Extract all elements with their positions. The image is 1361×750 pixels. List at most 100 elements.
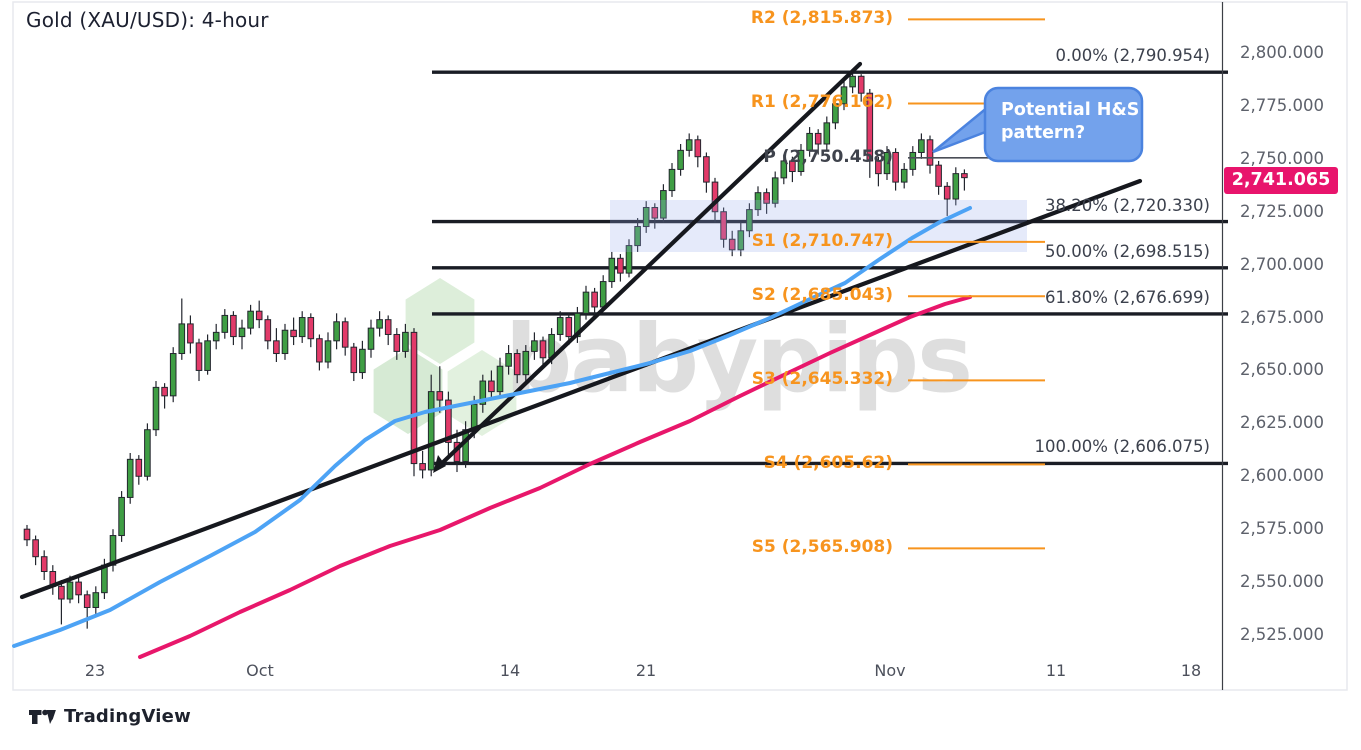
candle-down	[23, 528, 31, 541]
candle-down	[410, 331, 418, 465]
pivot-label: P (2,750.458)	[763, 146, 893, 167]
y-axis-label: 2,675.000	[1240, 307, 1324, 327]
candle-up	[737, 230, 745, 251]
candle-up	[918, 139, 925, 153]
candle-up	[298, 317, 306, 338]
candle-down	[75, 581, 82, 596]
candle-up	[677, 149, 684, 170]
candle-down	[703, 156, 710, 183]
x-axis-label: 18	[1180, 661, 1202, 680]
candle-up	[900, 168, 908, 183]
pivot-label: R2 (2,815.873)	[750, 8, 893, 29]
candle-up	[152, 386, 160, 431]
trendline-long	[19, 178, 1143, 600]
candle-up	[376, 319, 383, 329]
tradingview-brand-name: TradingView	[64, 706, 191, 727]
candle-down	[384, 319, 392, 335]
candle-up	[754, 192, 762, 211]
candle-down	[393, 333, 401, 352]
candle-down	[694, 139, 702, 158]
candle-down	[135, 458, 143, 477]
trendline-arrowhead	[433, 455, 446, 473]
candle-up	[780, 160, 788, 179]
candle-up	[608, 257, 616, 283]
candle-down	[565, 317, 573, 338]
candle-up	[625, 245, 633, 274]
candle-up	[324, 340, 332, 363]
callout-line2: pattern?	[1001, 123, 1086, 143]
fib-label: 100.00% (2,606.075)	[1034, 437, 1210, 457]
candle-up	[169, 353, 177, 397]
candle-up	[840, 86, 848, 105]
candle-down	[195, 342, 203, 371]
candle-up	[849, 75, 856, 88]
y-axis-label: 2,650.000	[1240, 360, 1324, 380]
candle-up	[281, 329, 289, 355]
candle-down	[83, 594, 91, 608]
candle-up	[771, 177, 779, 204]
candle-down	[617, 257, 624, 274]
candle-up	[531, 340, 538, 352]
candle-up	[66, 581, 74, 600]
candle-down	[857, 75, 865, 94]
candle-down	[651, 206, 659, 219]
candle-up	[668, 168, 676, 192]
candle-up	[797, 149, 805, 173]
candle-down	[264, 319, 272, 342]
candle-up	[823, 122, 831, 145]
candle-down	[290, 329, 297, 338]
candle-up	[126, 458, 134, 498]
candle-down	[935, 164, 942, 187]
candle-up	[359, 348, 366, 374]
candle-down	[961, 173, 968, 179]
y-axis-label: 2,800.000	[1240, 43, 1324, 62]
candle-up	[178, 323, 186, 355]
candle-up	[144, 429, 151, 477]
candle-down	[591, 291, 598, 308]
trendline-steep	[434, 61, 863, 471]
candle-up	[883, 151, 891, 175]
candle-up	[402, 331, 409, 352]
candle-up	[505, 353, 512, 367]
candle-up	[522, 350, 530, 376]
candle-up	[204, 340, 211, 371]
candle-up	[221, 314, 229, 333]
candle-up	[806, 132, 813, 151]
y-axis-label: 2,525.000	[1240, 625, 1324, 644]
fib-label: 38.20% (2,720.330)	[1044, 195, 1210, 215]
candle-down	[161, 386, 168, 397]
candle-up	[247, 310, 254, 329]
candle-up	[660, 190, 667, 219]
candle-up	[642, 206, 650, 228]
candle-down	[488, 380, 495, 393]
candle-down	[316, 338, 323, 363]
y-axis-label: 2,600.000	[1240, 466, 1324, 486]
last-price-badge: 2,741.065	[1224, 167, 1338, 194]
x-axis-label: Nov	[874, 661, 906, 680]
candle-down	[720, 211, 727, 240]
candle-up	[556, 317, 564, 335]
pivot-label: S5 (2,565.908)	[751, 537, 893, 558]
candle-up	[634, 226, 641, 247]
fib-label: 50.00% (2,698.515)	[1044, 241, 1210, 261]
candle-up	[118, 496, 125, 537]
x-axis-label: 11	[1045, 661, 1067, 680]
candle-up	[909, 151, 917, 170]
pivot-label: S1 (2,710.747)	[751, 230, 893, 251]
chart-frame	[12, 1, 1348, 691]
candle-down	[419, 463, 426, 471]
candle-up	[582, 291, 590, 314]
y-axis-label: 2,725.000	[1240, 201, 1324, 221]
tradingview-attribution[interactable]: TradingView	[28, 706, 191, 727]
pivot-label: S2 (2,685.043)	[751, 285, 893, 306]
candle-up	[496, 365, 504, 393]
y-axis-label: 2,625.000	[1240, 413, 1324, 433]
page-title: Gold (XAU/USD): 4-hour	[26, 8, 269, 32]
candle-up	[367, 327, 375, 350]
candle-down	[307, 317, 315, 340]
candle-down	[926, 139, 934, 166]
candle-down	[789, 160, 796, 173]
candle-down	[58, 585, 65, 600]
